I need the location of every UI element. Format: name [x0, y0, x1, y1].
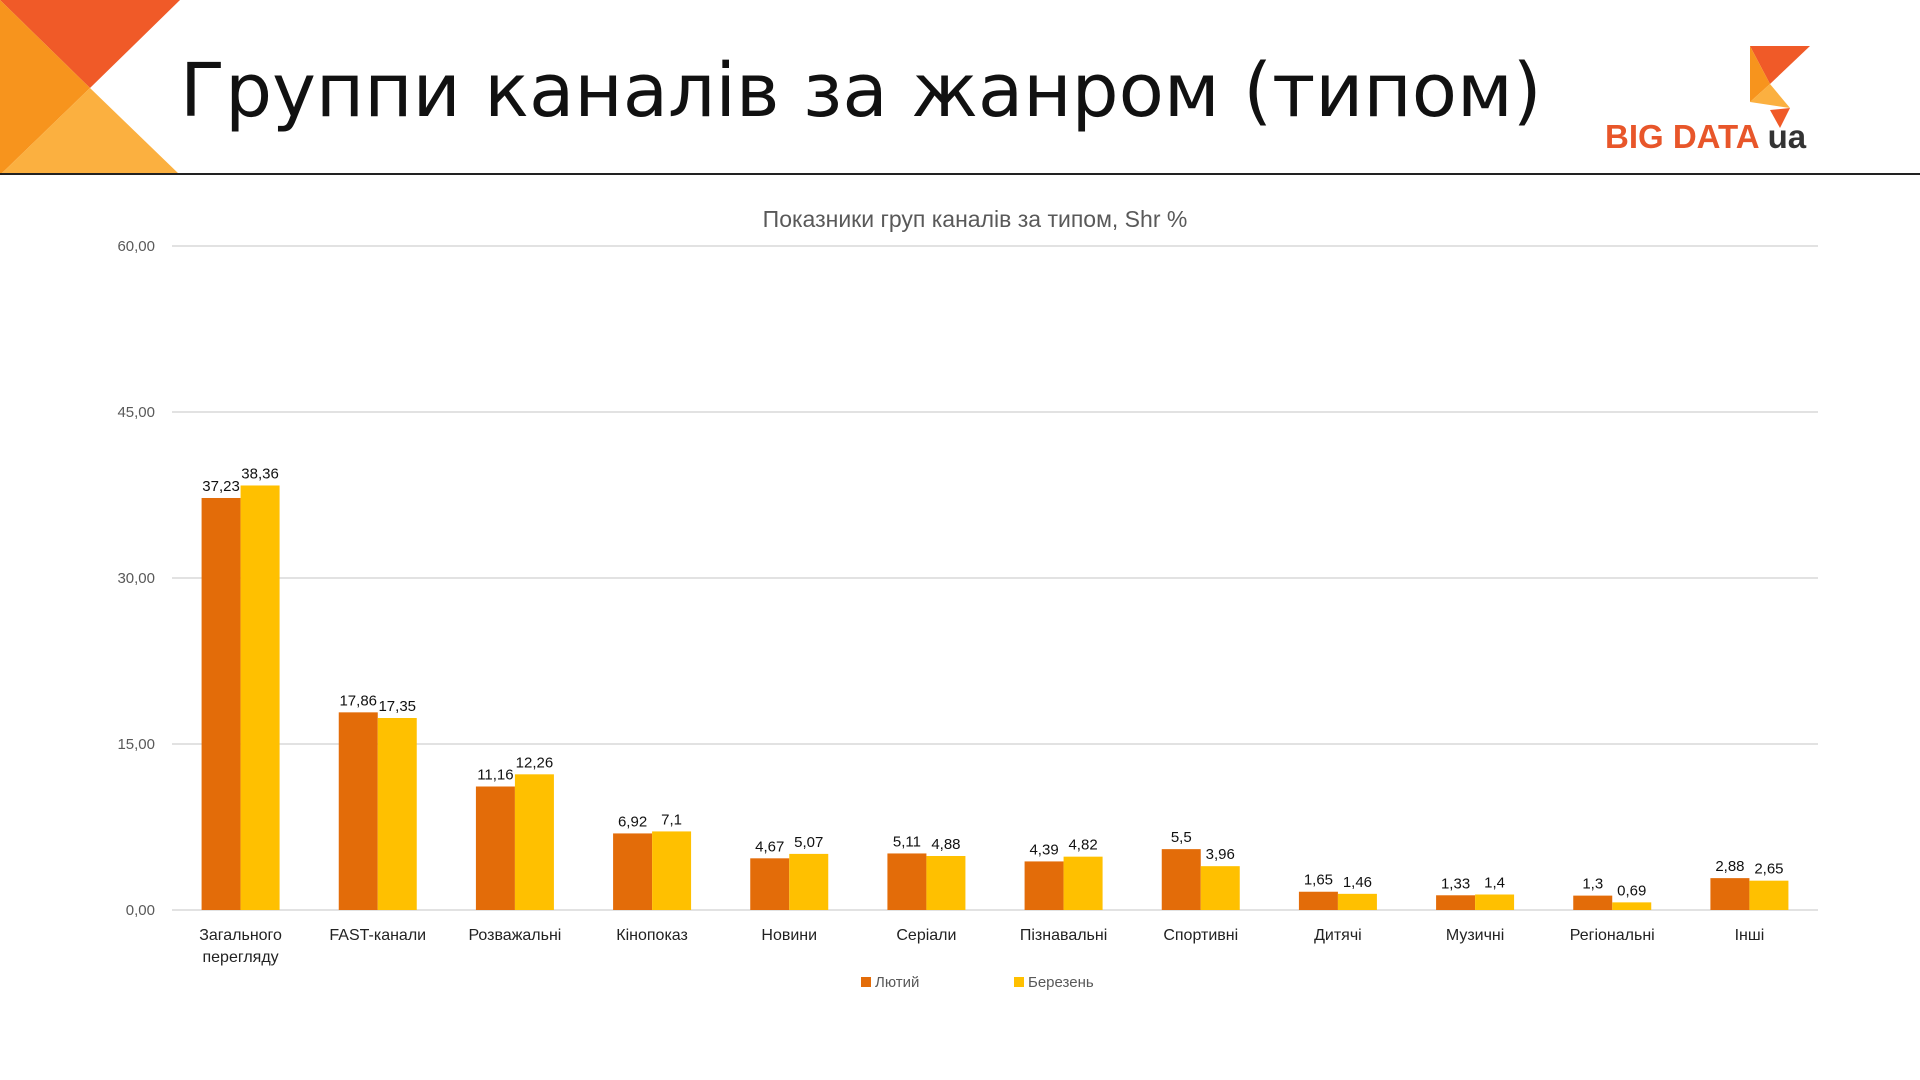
data-label: 4,39: [1029, 841, 1058, 858]
data-label: 1,3: [1582, 876, 1603, 893]
chart-title: Показники груп каналів за типом, Shr %: [763, 206, 1188, 232]
legend-label-feb: Лютий: [875, 974, 919, 991]
data-label: 1,65: [1304, 872, 1333, 889]
data-label: 0,69: [1617, 882, 1646, 899]
bar-feb: [1573, 895, 1613, 910]
y-tick-label: 15,00: [117, 736, 155, 753]
category-label: Загального: [199, 927, 282, 944]
bar-mar: [1475, 894, 1515, 910]
brand-logo: BIG DATA ua: [1605, 46, 1831, 158]
logo-mark-icon: [1750, 46, 1810, 128]
data-label: 17,86: [339, 692, 377, 709]
category-label: Дитячі: [1314, 927, 1362, 944]
category-label: Пізнавальні: [1020, 927, 1107, 944]
bar-feb: [201, 497, 241, 910]
data-label: 4,88: [931, 836, 960, 853]
data-label: 4,67: [755, 838, 784, 855]
legend-swatch-feb: [861, 977, 871, 987]
bar-feb: [1298, 891, 1338, 910]
bar-mar: [652, 831, 692, 910]
category-label: FAST-канали: [329, 927, 426, 944]
bar-mar: [377, 717, 417, 910]
y-tick-label: 30,00: [117, 570, 155, 587]
data-label: 5,5: [1171, 829, 1192, 846]
corner-decoration: [0, 0, 180, 175]
bar-mar: [240, 485, 280, 910]
legend-swatch-mar: [1014, 977, 1024, 987]
category-label: перегляду: [202, 949, 278, 966]
logo-text: BIG DATA: [1605, 118, 1760, 155]
y-tick-label: 60,00: [117, 238, 155, 255]
category-label: Новини: [761, 927, 817, 944]
page-title: Группи каналів за жанром (типом): [180, 48, 1542, 134]
gridlines: [172, 245, 1818, 911]
data-label: 37,23: [202, 478, 240, 495]
category-label: Серіали: [896, 927, 956, 944]
category-label: Інші: [1735, 927, 1765, 944]
data-label: 1,46: [1343, 874, 1372, 891]
legend-label-mar: Березень: [1028, 974, 1094, 991]
bar-mar: [1337, 893, 1377, 910]
logo-suffix: ua: [1767, 118, 1807, 155]
bar-feb: [475, 786, 515, 910]
bar-feb: [1024, 861, 1064, 910]
x-axis-categories: Загального перегляду FAST-канали Розважальн…: [199, 927, 1764, 966]
bar-mar: [1200, 866, 1240, 910]
bar-mar: [789, 853, 829, 910]
bar-mar: [926, 855, 966, 910]
bar-mar: [1749, 880, 1789, 910]
y-tick-label: 0,00: [126, 902, 155, 919]
data-label: 1,4: [1484, 875, 1505, 892]
y-axis-ticks: 0,00 15,00 30,00 45,00 60,00: [117, 238, 155, 919]
legend: Лютий Березень: [861, 974, 1094, 991]
data-label: 4,82: [1068, 837, 1097, 854]
bar-feb: [613, 833, 653, 910]
data-label: 38,36: [241, 465, 279, 482]
data-label: 1,33: [1441, 875, 1470, 892]
y-tick-label: 45,00: [117, 404, 155, 421]
logo-wordmark: BIG DATA ua: [1605, 118, 1806, 156]
data-label: 5,11: [893, 833, 921, 850]
bar-feb: [338, 712, 378, 910]
bar-feb: [1436, 895, 1476, 910]
data-label: 2,88: [1715, 858, 1744, 875]
data-label: 17,35: [378, 698, 416, 715]
bar-mar: [1612, 902, 1652, 910]
bar-feb: [750, 858, 790, 910]
bars: [201, 485, 1789, 910]
data-label: 12,26: [516, 754, 554, 771]
bar-mar: [514, 774, 554, 910]
category-label: Регіональні: [1570, 927, 1655, 944]
category-label: Розважальні: [468, 927, 561, 944]
category-label: Кінопоказ: [616, 927, 688, 944]
bar-feb: [887, 853, 927, 910]
data-label: 11,16: [477, 766, 513, 783]
data-label: 2,65: [1754, 861, 1783, 878]
data-label: 6,92: [618, 813, 647, 830]
category-label: Спортивні: [1163, 927, 1238, 944]
data-label: 3,96: [1206, 846, 1235, 863]
bar-mar: [1063, 856, 1103, 910]
header-divider: [0, 173, 1920, 175]
data-label: 5,07: [794, 834, 823, 851]
bar-feb: [1710, 878, 1750, 910]
bar-feb: [1161, 849, 1201, 910]
data-label: 7,1: [661, 811, 682, 828]
category-label: Музичні: [1446, 927, 1505, 944]
